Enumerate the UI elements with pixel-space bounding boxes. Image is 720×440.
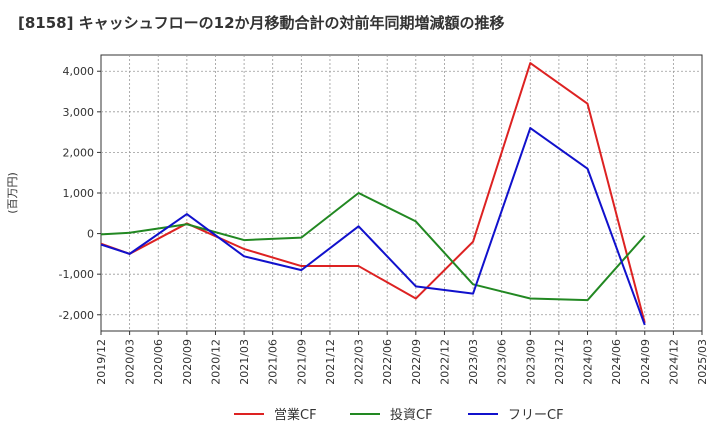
y-tick-label: -2,000 — [59, 309, 94, 322]
legend-label-2: 投資CF — [390, 407, 433, 423]
series-layer — [100, 62, 646, 326]
x-tick-label: 2022/03 — [353, 339, 366, 385]
x-tick-label: 2023/12 — [553, 339, 566, 385]
x-tick-label: 2023/09 — [524, 339, 537, 385]
x-tick-label: 2021/09 — [295, 339, 308, 385]
x-tick-label: 2024/03 — [582, 339, 595, 385]
x-tick-label: 2020/06 — [152, 339, 165, 385]
x-tick-label: 2024/12 — [667, 339, 680, 385]
x-tick-label: 2023/06 — [496, 339, 509, 385]
y-tick-label: -1,000 — [59, 268, 94, 281]
x-tick-label: 2024/06 — [610, 339, 623, 385]
x-tick-label: 2021/12 — [324, 339, 337, 385]
x-tick-label: 2022/09 — [410, 339, 423, 385]
x-tick-label: 2020/12 — [209, 339, 222, 385]
legend-layer: 営業CF 投資CF フリーCF — [234, 407, 564, 423]
x-tick-label: 2020/03 — [124, 339, 137, 385]
x-tick-label: 2023/03 — [467, 339, 480, 385]
x-tick-label: 2025/03 — [696, 339, 709, 385]
x-tick-label: 2022/12 — [438, 339, 451, 385]
legend-label-1: 営業CF — [274, 407, 317, 423]
x-tick-label: 2019/12 — [95, 339, 108, 385]
x-tick-label: 2024/09 — [639, 339, 652, 385]
x-tick-label: 2022/06 — [381, 339, 394, 385]
axis-layer: -2,000 -1,000 0 1,000 2,000 3,000 4,000 2019/12… — [6, 65, 709, 384]
y-tick-label: 4,000 — [63, 65, 95, 78]
y-tick-label: 1,000 — [63, 187, 95, 200]
chart-title: [8158] キャッシュフローの12か月移動合計の対前年同期増減額の推移 — [18, 14, 505, 32]
y-tick-label: 3,000 — [63, 106, 95, 119]
y-tick-label: 2,000 — [63, 146, 95, 159]
y-tick-label: 0 — [87, 228, 94, 241]
legend-label-3: フリーCF — [508, 408, 564, 423]
x-tick-label: 2021/06 — [267, 339, 280, 385]
y-axis-label: (百万円) — [6, 172, 19, 214]
x-tick-label: 2021/03 — [238, 339, 251, 385]
x-tick-label: 2020/09 — [181, 339, 194, 385]
